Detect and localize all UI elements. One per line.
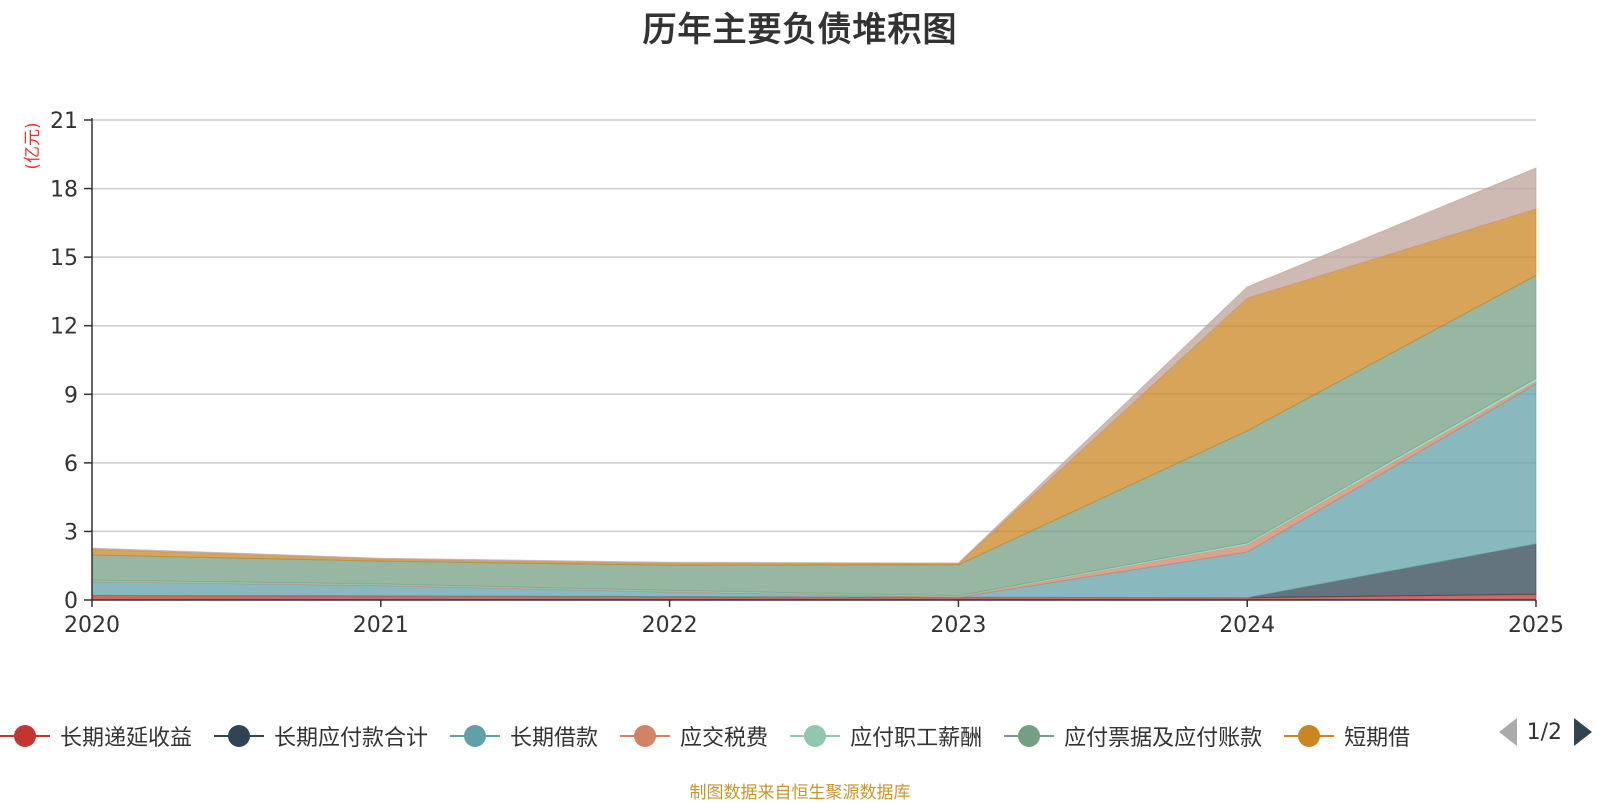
legend-marker-icon	[214, 722, 265, 750]
area-series-7[interactable]	[91, 167, 1537, 565]
x-tick-label: 2024	[1219, 613, 1275, 638]
legend-next-page-icon[interactable]	[1574, 718, 1592, 746]
legend-item[interactable]: 应付职工薪酬	[790, 720, 982, 752]
legend-label: 短期借	[1344, 726, 1411, 751]
legend-marker-icon	[1284, 722, 1335, 750]
legend-marker-icon	[450, 722, 501, 750]
legend-label: 应付职工薪酬	[850, 726, 983, 751]
legend-label: 长期应付款合计	[274, 726, 429, 751]
legend-item[interactable]: 应付票据及应付账款	[1004, 720, 1262, 752]
legend-pager: 1/2	[1498, 718, 1592, 746]
legend-marker-icon	[620, 722, 671, 750]
x-tick-label: 2020	[64, 613, 120, 638]
legend-label: 应交税费	[680, 726, 769, 751]
legend-prev-page-icon[interactable]	[1498, 718, 1517, 746]
axes: 0 3 6 9 12 15 18 21 2020 2021 2022 2023 2024 2025	[50, 109, 1564, 638]
y-tick-label: 21	[50, 109, 78, 134]
y-tick-label: 18	[50, 178, 78, 203]
chart-title: 历年主要负债堆积图	[642, 10, 958, 50]
grid-lines	[92, 119, 1536, 533]
stacked-areas	[91, 167, 1537, 601]
legend-label: 长期递延收益	[60, 726, 193, 751]
legend-item[interactable]: 长期递延收益	[0, 720, 192, 752]
x-tick-label: 2025	[1508, 613, 1564, 638]
legend-label: 应付票据及应付账款	[1064, 726, 1263, 751]
legend-item[interactable]: 长期应付款合计	[214, 720, 428, 752]
legend-marker-icon	[1004, 722, 1055, 750]
y-tick-label: 3	[64, 520, 78, 545]
x-tick-label: 2023	[930, 613, 986, 638]
legend-marker-icon	[790, 722, 841, 750]
y-axis-unit-label: (亿元)	[23, 122, 43, 169]
legend-label: 长期借款	[510, 726, 599, 751]
x-tick-label: 2021	[353, 613, 409, 638]
source-note: 制图数据来自恒生聚源数据库	[689, 783, 911, 803]
y-tick-label: 12	[50, 315, 78, 340]
legend-item[interactable]: 短期借	[1284, 720, 1410, 752]
y-tick-label: 6	[64, 452, 78, 477]
x-tick-label: 2022	[642, 613, 698, 638]
legend: 长期递延收益 长期应付款合计 长期借款 应交税费 应付职工薪酬 应付票据及应付账款 短期借	[0, 716, 1600, 756]
y-tick-label: 0	[64, 589, 78, 614]
y-tick-label: 9	[64, 383, 78, 408]
legend-item[interactable]: 长期借款	[450, 720, 598, 752]
y-tick-label: 15	[50, 246, 78, 271]
legend-item[interactable]: 应交税费	[620, 720, 768, 752]
legend-marker-icon	[0, 722, 50, 750]
legend-page-indicator: 1/2	[1526, 719, 1562, 745]
